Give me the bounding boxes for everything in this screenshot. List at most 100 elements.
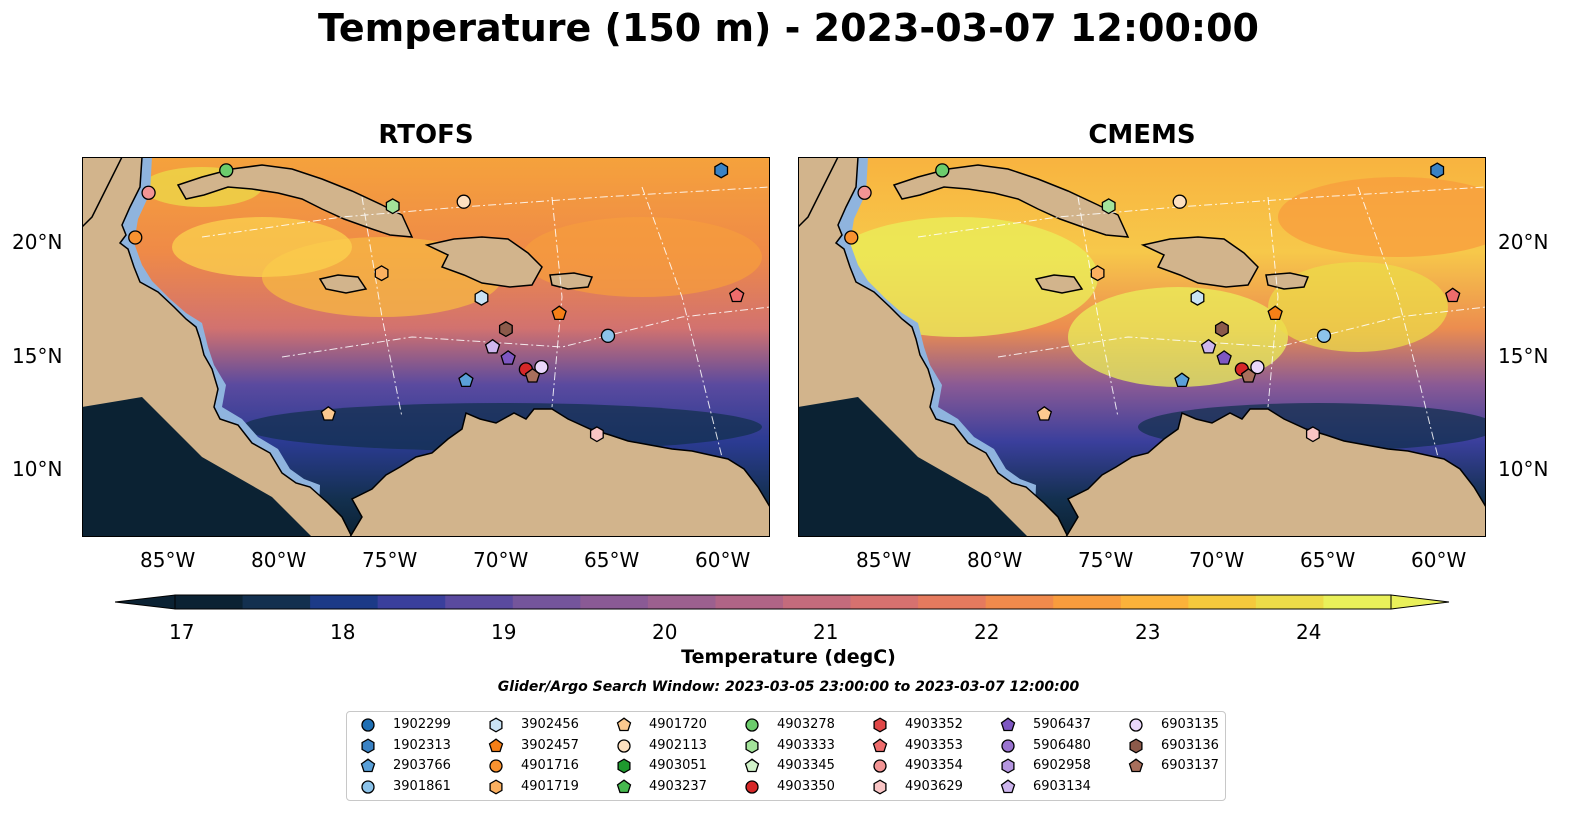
float-marker-6903137 (524, 367, 541, 383)
legend-marker (1001, 738, 1015, 753)
legend-label: 3902456 (521, 717, 579, 732)
circle-marker-icon (617, 738, 631, 753)
legend-label: 6902958 (1033, 758, 1091, 773)
colorbar-segment (1120, 595, 1189, 609)
x-tick-label: 70°W (473, 548, 529, 572)
legend-label: 5906437 (1033, 717, 1091, 732)
x-tick-label: 60°W (695, 548, 751, 572)
circle-marker-icon (745, 779, 759, 794)
colorbar-tick: 19 (491, 620, 517, 644)
legend-label: 4903354 (905, 758, 963, 773)
float-marker-4903354 (141, 185, 156, 200)
legend-marker (745, 718, 759, 732)
float-marker-4903333 (1101, 198, 1116, 215)
legend-marker (873, 778, 887, 795)
float-marker-2903766 (1174, 372, 1190, 388)
x-tick-label: 80°W (251, 548, 307, 572)
pentagon-marker-icon (1000, 778, 1016, 793)
pentagon-marker-icon (616, 778, 632, 793)
colorbar-tick: 17 (169, 620, 195, 644)
pentagon-marker-icon (488, 737, 504, 752)
legend-label: 6903134 (1033, 778, 1091, 794)
legend-marker (616, 717, 632, 732)
legend-marker (617, 758, 631, 774)
panel-title-rtofs: RTOFS (378, 120, 474, 150)
float-marker-4901719 (374, 265, 389, 282)
hexagon-marker-icon (361, 737, 375, 754)
legend-marker (1000, 778, 1016, 793)
legend-label: 4903352 (905, 717, 963, 732)
float-marker-1902313 (1430, 162, 1445, 179)
x-tick-label: 75°W (1078, 548, 1134, 572)
legend-label: 2903766 (393, 758, 451, 773)
float-marker-4903333 (385, 198, 400, 215)
search-window-text: Glider/Argo Search Window: 2023-03-05 23… (497, 679, 1080, 695)
pentagon-marker-icon (744, 758, 760, 773)
legend-marker (489, 778, 503, 795)
legend-marker (616, 778, 632, 793)
float-marker-6903135 (534, 359, 549, 375)
colorbar-segment (783, 595, 852, 609)
hexagon-marker-icon (745, 737, 759, 754)
legend-label: 4903237 (649, 778, 707, 794)
float-marker-3901861 (600, 328, 616, 343)
colorbar-segment (1053, 595, 1122, 609)
y-tick-label: 15°N (12, 344, 63, 368)
legend-marker (361, 718, 375, 732)
legend-label: 4901719 (521, 778, 579, 794)
legend-label: 4903629 (905, 778, 963, 794)
colorbar-segment (175, 595, 244, 609)
circle-marker-icon (1001, 738, 1015, 753)
colorbar-tick: 23 (1135, 620, 1161, 644)
float-marker-6903136 (498, 321, 513, 338)
y-tick-label: 10°N (1498, 457, 1549, 481)
hexagon-marker-icon (489, 778, 503, 795)
legend-marker (489, 759, 503, 773)
y-tick-label: 20°N (12, 230, 63, 254)
colorbar-tick: 18 (330, 620, 356, 644)
colorbar-segment (647, 595, 717, 609)
y-tick-label: 10°N (12, 457, 63, 481)
legend-marker (873, 759, 887, 773)
hexagon-marker-icon (1001, 758, 1015, 774)
colorbar-segment (850, 595, 919, 609)
pentagon-marker-icon (616, 717, 632, 732)
legend-marker (1000, 717, 1016, 732)
colorbar-segment (512, 595, 581, 609)
legend-label: 4902113 (649, 737, 707, 753)
legend-marker (361, 737, 375, 754)
colorbar-segment (1323, 595, 1392, 609)
float-marker-5906437 (500, 350, 516, 365)
float-marker-4901720 (320, 405, 337, 421)
colorbar-tick: 24 (1296, 620, 1322, 644)
legend-marker (745, 737, 759, 754)
colorbar-segment (310, 595, 379, 609)
legend-label: 1902299 (393, 717, 451, 732)
colorbar-segment (242, 595, 311, 609)
colorbar-segment (1188, 595, 1257, 609)
legend-label: 1902313 (393, 737, 451, 753)
legend-label: 4903051 (649, 758, 707, 773)
legend-marker (745, 779, 759, 794)
legend-marker (1129, 718, 1143, 732)
legend-marker (488, 737, 504, 752)
legend-label: 6903136 (1161, 737, 1219, 753)
circle-marker-icon (361, 779, 375, 794)
legend-label: 6903137 (1161, 758, 1219, 773)
colorbar-tick: 22 (974, 620, 1000, 644)
colorbar-segment (985, 595, 1054, 609)
x-tick-label: 85°W (140, 548, 196, 572)
colorbar-segment (377, 595, 446, 609)
float-marker-6903134 (1200, 338, 1217, 354)
hexagon-marker-icon (617, 758, 631, 774)
float-marker-2903766 (458, 372, 474, 388)
pentagon-marker-icon (1128, 758, 1144, 773)
colorbar-segment (918, 595, 987, 609)
float-marker-4902113 (456, 194, 471, 209)
colorbar-segment (580, 595, 649, 609)
legend-label: 4903350 (777, 778, 835, 794)
float-marker-4901720 (1036, 405, 1053, 421)
legend: 1902299 1902313 2903766 3901861 3902456 39024… (346, 711, 1226, 801)
float-marker-3902457 (551, 305, 567, 321)
panel-title-cmems: CMEMS (1088, 120, 1196, 150)
